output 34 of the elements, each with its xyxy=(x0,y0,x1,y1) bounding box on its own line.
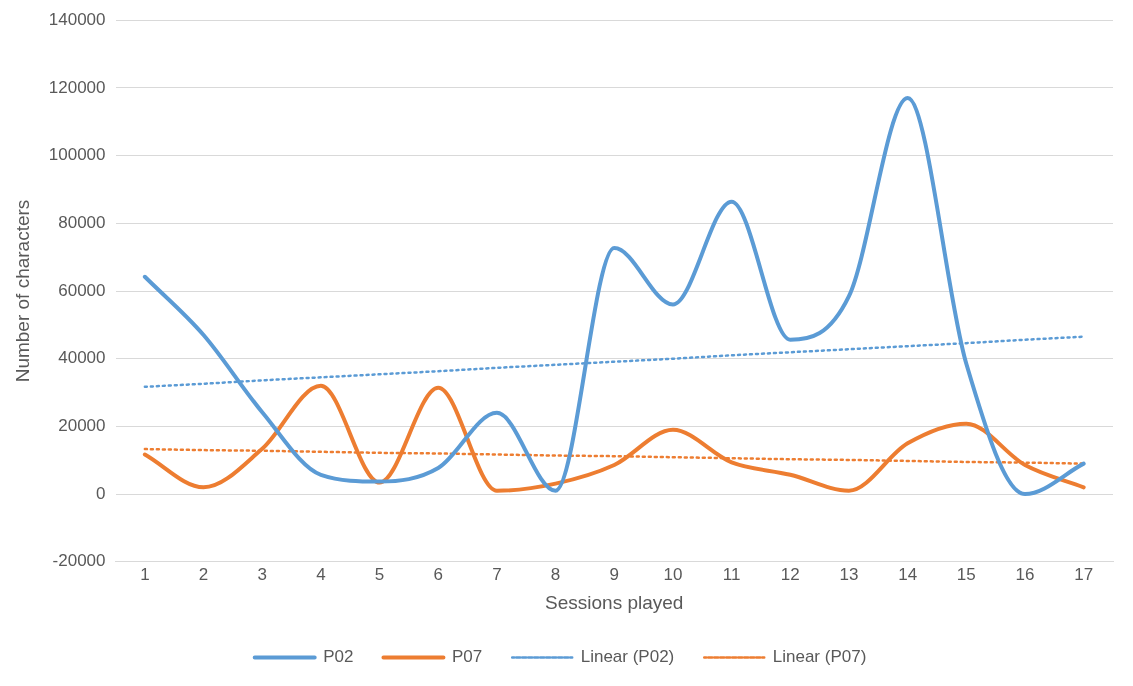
legend-label: P07 xyxy=(451,647,483,667)
x-tick-label: 13 xyxy=(839,564,859,584)
line-series xyxy=(142,383,1086,493)
x-tick-label: 9 xyxy=(609,564,619,584)
x-tick-label: 6 xyxy=(433,564,443,584)
y-tick-label: 0 xyxy=(96,483,106,503)
y-tick-label: 80000 xyxy=(58,212,106,232)
x-tick-label: 14 xyxy=(898,564,918,584)
x-tick-label: 2 xyxy=(198,564,209,584)
x-tick-label: 17 xyxy=(1074,564,1094,584)
x-tick-label: 3 xyxy=(257,564,267,584)
legend-label: Linear (P02) xyxy=(580,647,675,667)
y-tick-label: 20000 xyxy=(58,416,106,436)
x-tick-label: 8 xyxy=(550,564,561,584)
x-tick-label: 1 xyxy=(140,564,150,584)
x-tick-label: 10 xyxy=(663,564,683,584)
y-tick-label: -20000 xyxy=(52,551,106,571)
x-tick-label: 4 xyxy=(316,564,326,584)
y-tick-label: 100000 xyxy=(48,145,106,165)
x-tick-label: 11 xyxy=(722,564,741,584)
x-tick-label: 7 xyxy=(492,564,502,584)
y-tick-label: 120000 xyxy=(48,77,106,97)
x-tick-label: 15 xyxy=(956,564,976,584)
x-tick-label: 5 xyxy=(374,564,385,584)
y-axis-title: Number of characters xyxy=(11,199,33,383)
y-tick-label: 140000 xyxy=(48,9,106,29)
x-axis-title: Sessions played xyxy=(545,591,684,613)
x-tick-label: 12 xyxy=(780,564,800,584)
x-tick-label: 16 xyxy=(1015,564,1035,584)
line-series xyxy=(142,96,1086,497)
legend-label: P02 xyxy=(323,647,354,667)
legend-label: Linear (P07) xyxy=(772,647,867,667)
y-tick-label: 40000 xyxy=(58,348,106,368)
y-tick-label: 60000 xyxy=(58,280,106,300)
